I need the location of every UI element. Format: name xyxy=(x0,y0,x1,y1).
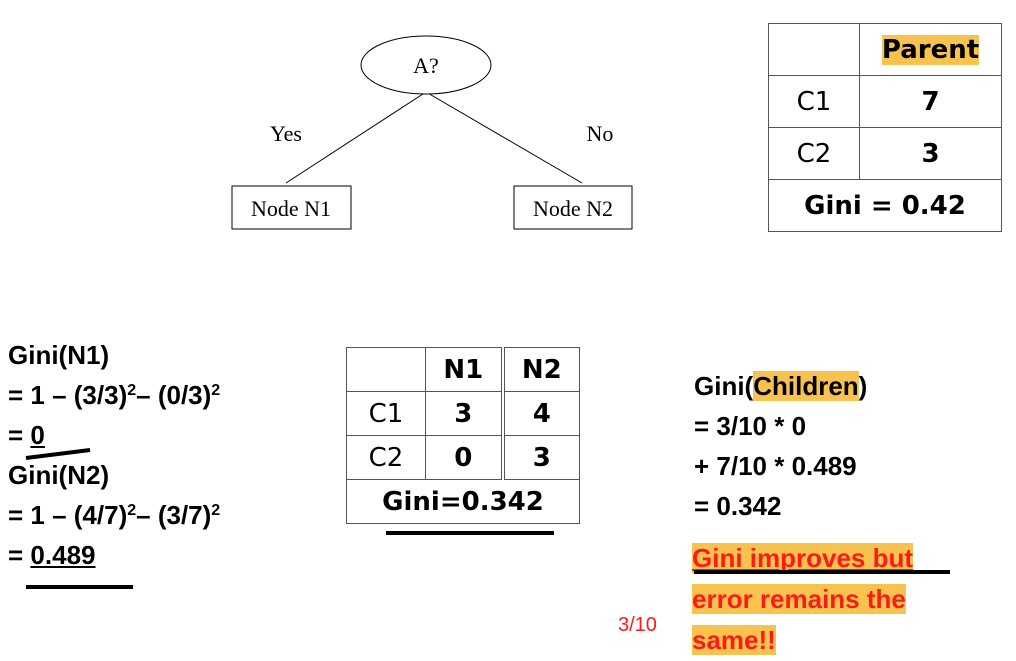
table-row: Gini=0.342 xyxy=(346,479,580,524)
gini-children-title: Gini(Children) xyxy=(694,371,868,401)
parent-header-cell: Parent xyxy=(859,23,1002,76)
table-row: Gini = 0.42 xyxy=(768,179,1002,232)
parent-table: Parent C1 7 C2 3 Gini = 0.42 xyxy=(768,23,1002,232)
gini-children-calculation: Gini(Children) = 3/10 * 0 + 7/10 * 0.489… xyxy=(694,366,867,526)
table-row: C2 3 xyxy=(768,127,1002,180)
table-row: Parent xyxy=(768,23,1002,76)
yes-branch-label: Yes xyxy=(270,121,302,146)
empty-cell xyxy=(346,347,426,392)
split-gini-underline xyxy=(386,531,554,535)
split-gini: Gini=0.342 xyxy=(346,479,580,524)
row-value: 7 xyxy=(859,75,1002,128)
note-line: error remains the xyxy=(692,584,906,614)
note-line: Gini improves but xyxy=(692,543,914,573)
node-n2-box xyxy=(513,185,633,230)
gini-n1-expression: = 1 – (3/3)2– (0/3)2 xyxy=(8,380,221,410)
parent-gini: Gini = 0.42 xyxy=(768,179,1002,232)
node-n2-label: Node N2 xyxy=(533,196,613,221)
gini-n1-calculation: Gini(N1) = 1 – (3/3)2– (0/3)2 = 0 Gini(N… xyxy=(8,335,220,575)
row-label: C1 xyxy=(768,75,860,128)
improvement-note: Gini improves but error remains the same… xyxy=(692,538,914,661)
children-line: + 7/10 * 0.489 xyxy=(694,451,857,481)
header-n1: N1 xyxy=(425,347,503,392)
no-branch-label: No xyxy=(587,121,614,146)
root-node-ellipse xyxy=(360,35,492,95)
table-row: C2 0 3 xyxy=(346,435,580,480)
header-n2: N2 xyxy=(500,347,580,392)
gini-n2-expression: = 1 – (4/7)2– (3/7)2 xyxy=(8,500,221,530)
page-number: 3/10 xyxy=(618,614,657,636)
table-row: N1 N2 xyxy=(346,347,580,392)
children-line: = 0.342 xyxy=(694,491,782,521)
note-line: same!! xyxy=(692,625,776,655)
gini-n2-title: Gini(N2) xyxy=(8,460,110,490)
node-n1-box xyxy=(231,185,352,230)
no-branch-line xyxy=(425,91,583,184)
row-label: C2 xyxy=(768,127,860,180)
cell-n2: 4 xyxy=(500,391,580,436)
parent-header: Parent xyxy=(881,34,980,65)
node-n1-label: Node N1 xyxy=(251,196,331,221)
note-underline xyxy=(694,570,950,574)
table-row: C1 7 xyxy=(768,75,1002,128)
row-label: C2 xyxy=(346,435,426,480)
gini-n2-result: = 0.489 xyxy=(8,540,96,570)
gini-n1-title: Gini(N1) xyxy=(8,340,110,370)
table-row: C1 3 4 xyxy=(346,391,580,436)
cell-n2: 3 xyxy=(500,435,580,480)
root-node-label: A? xyxy=(413,53,439,78)
n1-result-underline xyxy=(25,448,91,460)
empty-cell xyxy=(768,23,860,76)
yes-branch-line xyxy=(285,91,427,184)
children-line: = 3/10 * 0 xyxy=(694,411,807,441)
split-table: N1 N2 C1 3 4 C2 0 3 Gini=0.342 xyxy=(346,347,580,524)
row-label: C1 xyxy=(346,391,426,436)
gini-n1-result: = 0 xyxy=(8,420,45,450)
